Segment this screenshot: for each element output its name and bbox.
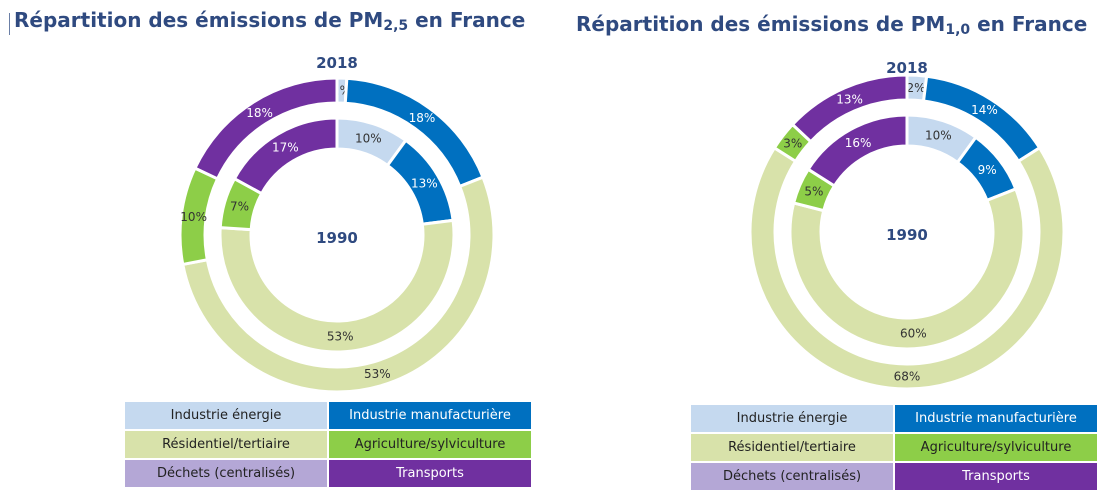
2018-label-residentiel-tertiaire: 53%: [364, 367, 391, 381]
inner-ring-year-label: 1990: [316, 229, 358, 247]
pm10-legend: Industrie énergie Industrie manufacturièr…: [690, 404, 1098, 491]
pm10-donut-chart: 2% 14% 68% 3% 13% 10% 9% 60% 5% 16% 2018 1990: [748, 59, 1066, 391]
legend-item-residentiel-tertiaire: Résidentiel/tertiaire: [124, 430, 328, 459]
2018-label-agriculture-sylviculture: 10%: [180, 210, 207, 224]
2018-label-transports: 18%: [246, 106, 273, 120]
pm10-panel: Répartition des émissions de PM1,0 en Fr…: [560, 0, 1105, 502]
text-cursor-mark: [9, 13, 10, 35]
2018-label-transports: 13%: [836, 92, 863, 106]
2018-slice-residentiel-tertiaire: [181, 175, 496, 394]
chart-title-pm25: Répartition des émissions de PM2,5 en Fr…: [14, 8, 526, 34]
1990-label-transports: 17%: [272, 141, 299, 155]
legend-item-industrie-energie: Industrie énergie: [690, 404, 894, 433]
inner-ring-year-label: 1990: [886, 226, 928, 244]
1990-label-residentiel-tertiaire: 53%: [327, 329, 354, 343]
1990-label-residentiel-tertiaire: 60%: [900, 326, 927, 340]
1990-label-transports: 16%: [845, 136, 872, 150]
chart-title-pm10: Répartition des émissions de PM1,0 en Fr…: [576, 12, 1088, 38]
2018-label-agriculture-sylviculture: 3%: [783, 136, 802, 150]
2018-slice-residentiel-tertiaire: [748, 145, 1066, 391]
1990-label-industrie-energie: 10%: [355, 131, 382, 145]
1990-slice-transports: [232, 116, 339, 196]
legend-item-industrie-manufacturiere: Industrie manufacturière: [894, 404, 1098, 433]
pm25-legend: Industrie énergie Industrie manufacturièr…: [124, 401, 532, 488]
legend-item-transports: Transports: [328, 459, 532, 488]
2018-slice-transports: [192, 76, 339, 181]
1990-label-agriculture-sylviculture: 5%: [804, 185, 823, 199]
2018-label-residentiel-tertiaire: 68%: [894, 370, 921, 384]
1990-slice-residentiel-tertiaire: [788, 186, 1026, 351]
outer-ring-year-label: 2018: [886, 59, 928, 77]
outer-ring-year-label: 2018: [316, 54, 358, 72]
legend-item-dechets: Déchets (centralisés): [124, 459, 328, 488]
2018-label-industrie-manufacturiere: 14%: [971, 103, 998, 117]
2018-slice-transports: [790, 73, 909, 144]
legend-item-residentiel-tertiaire: Résidentiel/tertiaire: [690, 433, 894, 462]
1990-label-industrie-manufacturiere: 9%: [978, 163, 997, 177]
legend-item-industrie-manufacturiere: Industrie manufacturière: [328, 401, 532, 430]
legend-item-agriculture-sylviculture: Agriculture/sylviculture: [328, 430, 532, 459]
1990-label-industrie-energie: 10%: [925, 128, 952, 142]
legend-item-dechets: Déchets (centralisés): [690, 462, 894, 491]
pm25-panel: Répartition des émissions de PM2,5 en Fr…: [9, 8, 532, 488]
legend-item-agriculture-sylviculture: Agriculture/sylviculture: [894, 433, 1098, 462]
1990-label-agriculture-sylviculture: 7%: [230, 200, 249, 214]
1990-slice-residentiel-tertiaire: [218, 218, 456, 354]
1990-slice-transports: [806, 113, 909, 188]
2018-label-industrie-manufacturiere: 18%: [409, 111, 436, 125]
legend-item-transports: Transports: [894, 462, 1098, 491]
2018-label-industrie-energie: 2%: [907, 81, 926, 95]
1990-label-industrie-manufacturiere: 13%: [411, 176, 438, 190]
legend-item-industrie-energie: Industrie énergie: [124, 401, 328, 430]
